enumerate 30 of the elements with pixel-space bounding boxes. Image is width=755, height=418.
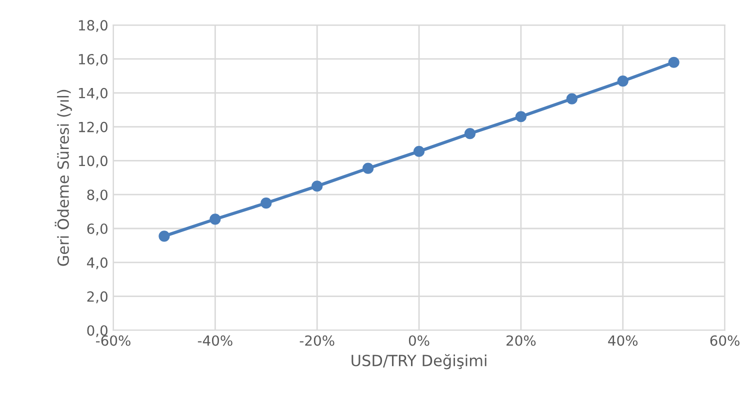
y-tick-label: 10,0 — [78, 156, 108, 168]
point — [362, 162, 374, 174]
y-tick-label: 12,0 — [78, 122, 108, 134]
x-tick-label: 60% — [710, 335, 740, 346]
point — [668, 56, 680, 68]
x-tick-label: -20% — [300, 335, 334, 346]
x-tick-label: 40% — [608, 335, 638, 346]
point — [312, 180, 323, 192]
x-tick-label: 20% — [506, 335, 536, 346]
point — [515, 111, 527, 122]
y-tick-label: 14,0 — [78, 88, 108, 100]
y-tick-label: 4,0 — [86, 257, 108, 270]
point — [617, 75, 628, 87]
x-tick-label: -60% — [96, 335, 130, 346]
y-tick-label: 8,0 — [87, 190, 108, 202]
y-tick-label: 2,0 — [87, 291, 108, 304]
y-tick-label: 16,0 — [78, 54, 108, 66]
y-tick-label: 0,0 — [87, 325, 108, 338]
y-tick-label: 18,0 — [78, 20, 108, 32]
x-tick-label: 0% — [408, 335, 430, 346]
point — [158, 230, 170, 242]
point — [210, 214, 221, 225]
point — [464, 128, 476, 140]
x-axis-title: USD/TRY Değişimi — [352, 354, 486, 370]
point — [566, 93, 578, 104]
point — [413, 146, 425, 157]
point — [260, 198, 272, 209]
y-axis-title: Geri Ödeme Süresi (yıl) — [54, 90, 72, 266]
y-tick-label: 6,0 — [87, 223, 108, 236]
x-tick-label: -40% — [198, 335, 232, 346]
